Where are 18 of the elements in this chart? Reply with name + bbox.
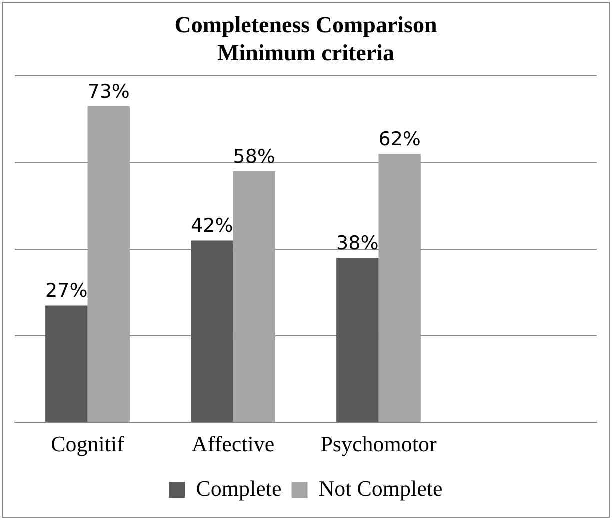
data-label: 42%: [191, 215, 234, 238]
bar: [88, 106, 130, 422]
data-label: 58%: [233, 146, 276, 168]
data-label: 62%: [378, 128, 421, 151]
data-label: 27%: [46, 280, 88, 302]
legend-label: Complete: [196, 476, 282, 501]
chart-title: Completeness Comparison Minimum criteria: [174, 12, 438, 66]
x-tick-label: Affective: [192, 432, 275, 457]
data-label: 73%: [88, 80, 130, 103]
x-tick-label: Psychomotor: [320, 432, 438, 457]
x-tick-label: Cognitif: [51, 432, 126, 457]
bar: [46, 306, 88, 422]
bar: [191, 240, 234, 422]
bar: [336, 258, 379, 422]
legend-label: Not Complete: [318, 476, 443, 501]
data-label: 38%: [336, 232, 379, 254]
bar: [378, 154, 421, 422]
bar: [233, 171, 276, 422]
